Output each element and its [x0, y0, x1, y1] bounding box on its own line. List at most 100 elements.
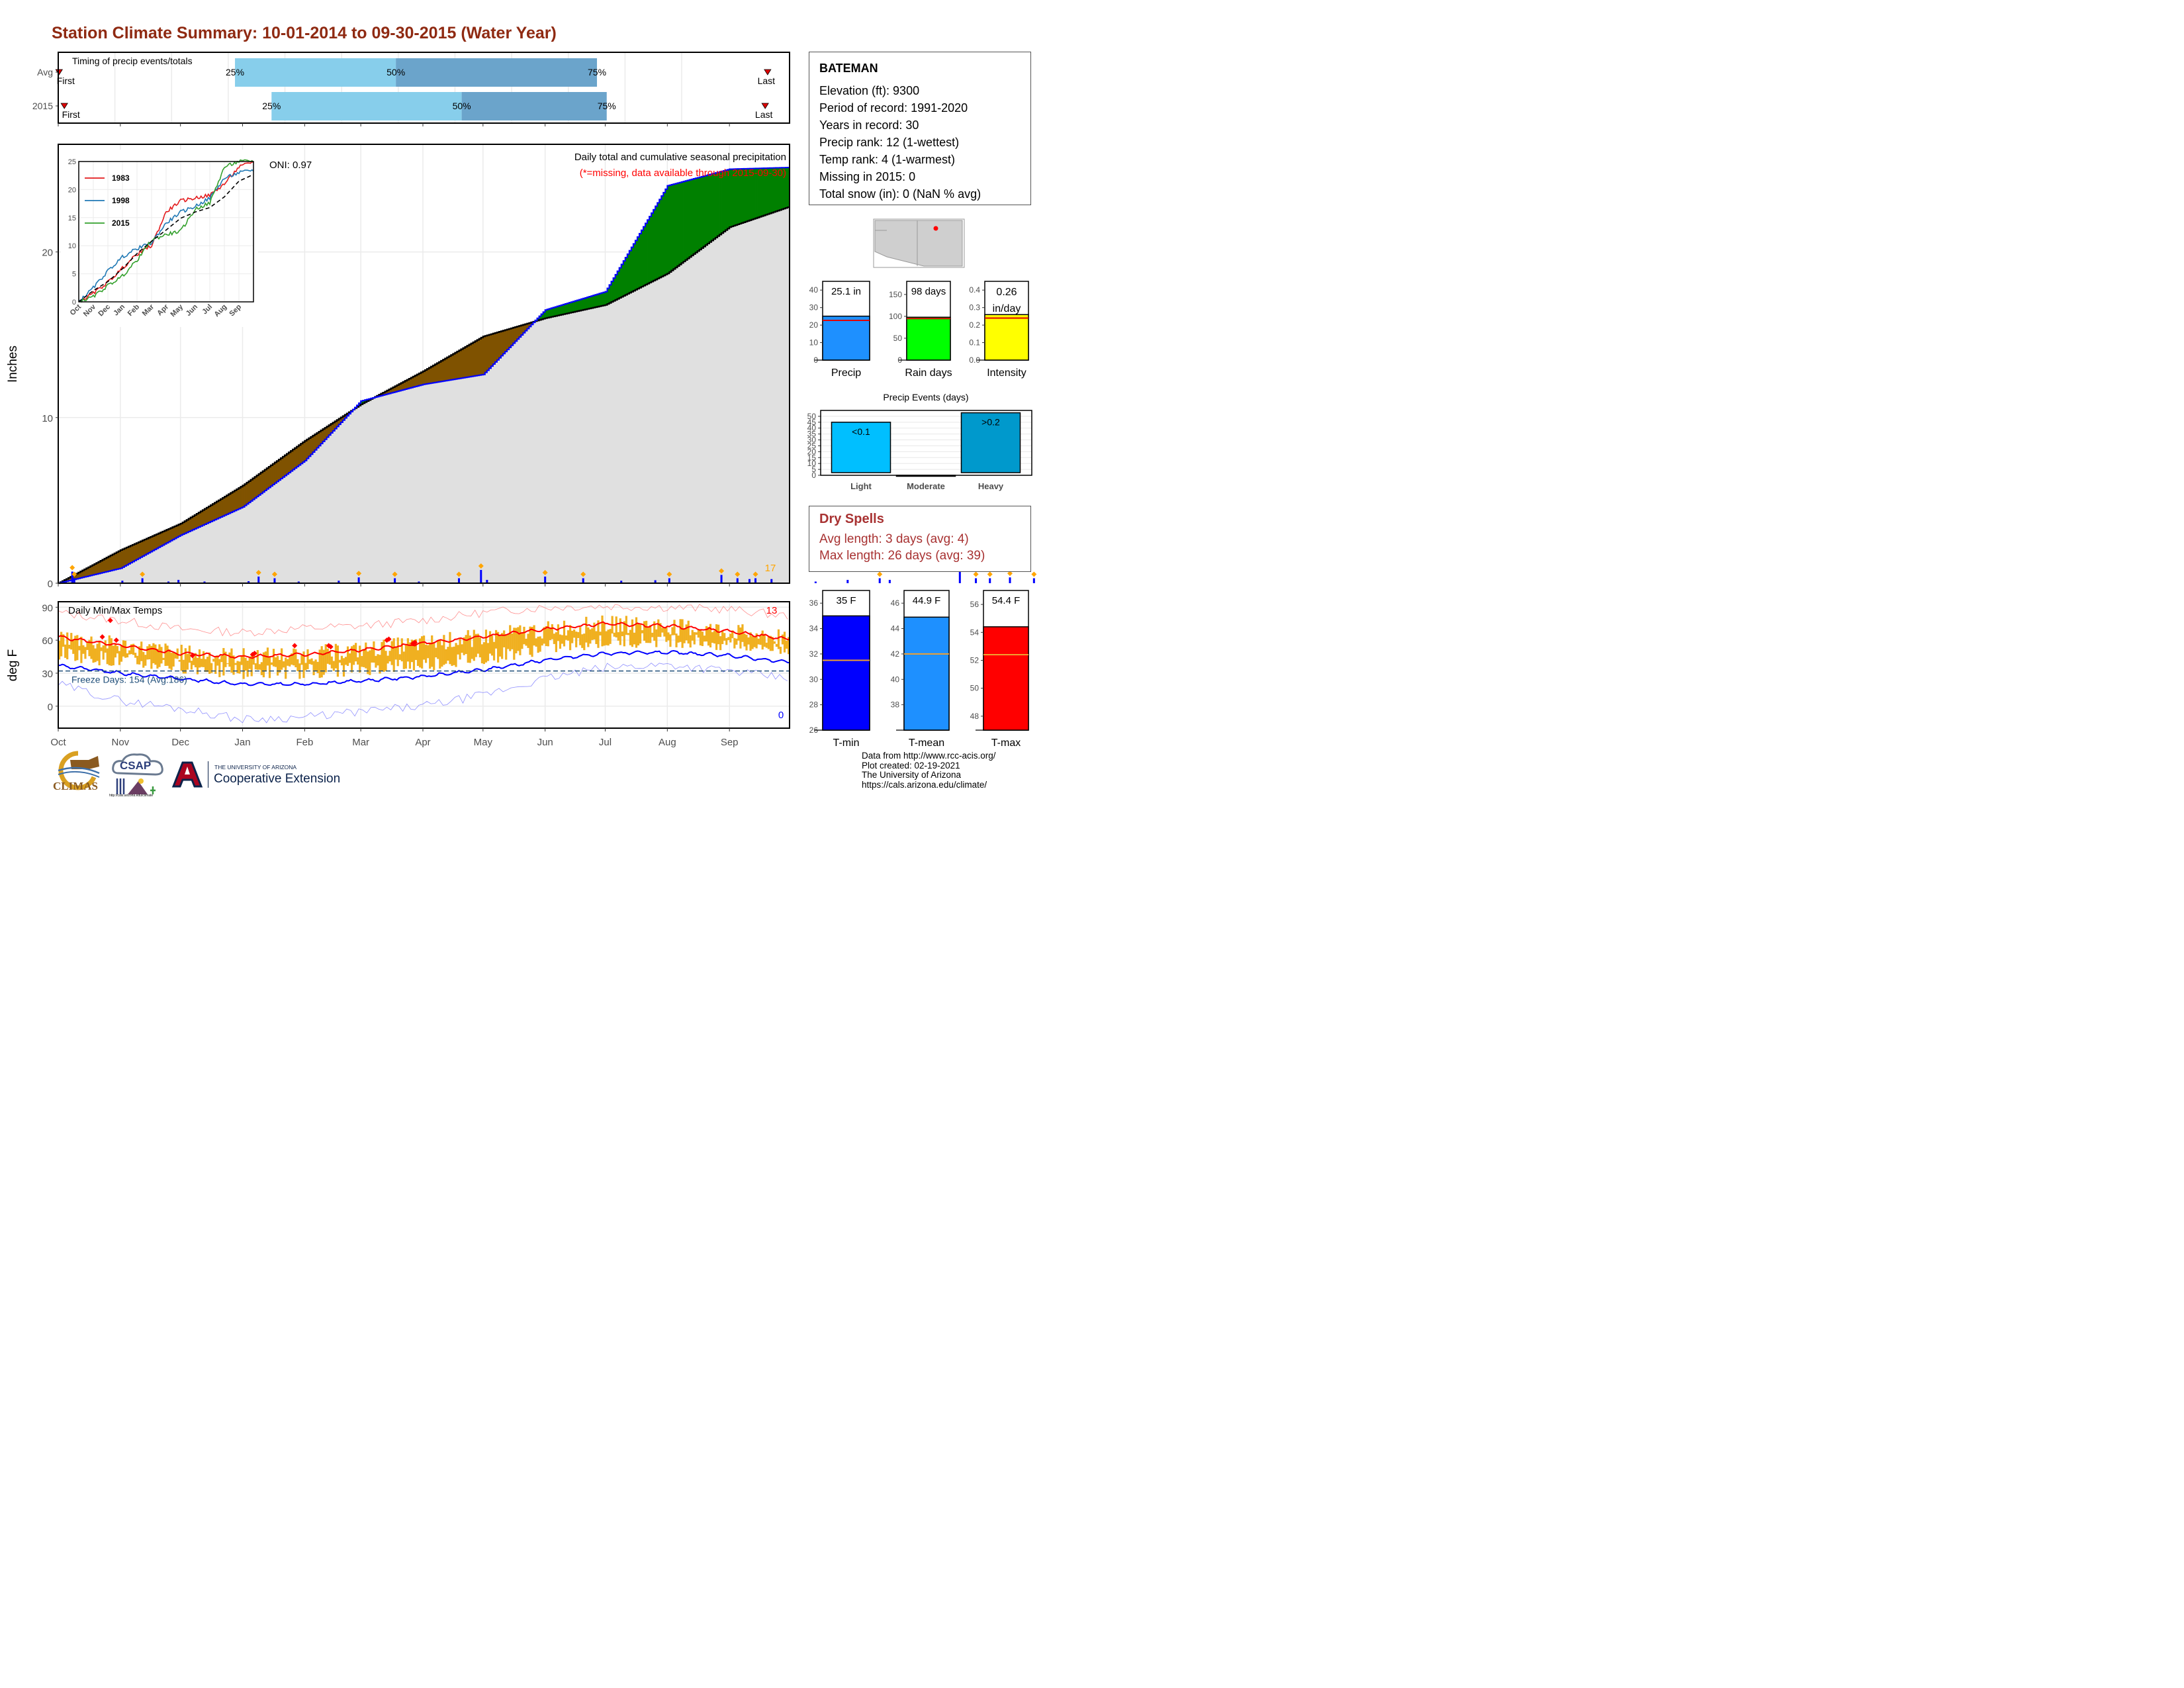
temp-summary-bar: [903, 616, 950, 731]
surplus-segment: [639, 233, 642, 288]
surplus-segment: [677, 183, 680, 266]
surplus-segment: [627, 254, 630, 294]
daily-temp-range-bar: [647, 628, 650, 643]
surplus-segment: [563, 304, 566, 314]
temp-summary: 26 28 30 32 34 36 T-min 35 F 38 40 42 44 46 T-mean 44.…: [809, 590, 1029, 749]
surplus-segment: [541, 314, 544, 320]
daily-temp-range-bar: [188, 645, 191, 663]
daily-temp-range-bar: [519, 625, 522, 655]
daily-temp-range-bar: [367, 651, 369, 675]
daily-temp-range-bar: [749, 632, 752, 651]
daily-precip-marker: [987, 571, 993, 577]
deficit-segment: [433, 365, 435, 383]
surplus-segment: [613, 278, 616, 301]
deficit-segment: [449, 355, 451, 381]
precip-frame: [58, 144, 790, 584]
deficit-segment: [124, 548, 127, 567]
deficit-segment: [289, 452, 291, 473]
surplus-segment: [757, 168, 760, 218]
daily-temp-range-bar: [671, 627, 674, 635]
deficit-segment: [443, 359, 445, 381]
daily-precip-bar: [668, 578, 670, 583]
daily-temp-range-bar: [467, 630, 469, 663]
daily-temp-range-bar: [529, 626, 531, 655]
inset-line-1998: [78, 169, 254, 303]
daily-temp-range-bar: [250, 655, 253, 677]
deficit-segment: [200, 511, 203, 526]
daily-temp-range-bar: [737, 625, 740, 641]
deficit-segment: [154, 535, 157, 550]
daily-temp-range-bar: [525, 638, 527, 646]
daily-temp-range-bar: [252, 653, 255, 665]
daily-temp-range-bar: [240, 656, 243, 665]
daily-temp-range-bar: [116, 646, 118, 654]
daily-temp-range-bar: [316, 661, 319, 673]
deficit-segment: [300, 444, 303, 464]
daily-temp-range-bar: [581, 634, 584, 648]
surplus-segment: [585, 297, 588, 310]
record-high-marker: [292, 643, 298, 649]
timing-last-marker: [764, 69, 772, 75]
record-high-marker: [386, 636, 392, 642]
deficit-segment: [88, 567, 91, 577]
daily-temp-range-bar: [637, 623, 640, 646]
daily-precip-bar: [121, 581, 124, 583]
deficit-segment: [332, 422, 336, 431]
deficit-segment: [492, 333, 496, 365]
daily-temp-range-bar: [457, 645, 459, 655]
surplus-segment: [557, 306, 560, 316]
daily-temp-range-bar: [310, 658, 313, 665]
daily-temp-range-bar: [663, 628, 666, 637]
deficit-segment: [381, 393, 383, 396]
timing-label-50: 50%: [387, 67, 405, 77]
daily-temp-range-bar: [272, 649, 275, 667]
deficit-segment: [390, 388, 393, 393]
surplus-segment: [575, 301, 578, 312]
daily-temp-range-bar: [322, 649, 325, 675]
daily-temp-range-bar: [719, 636, 722, 651]
daily-temp-range-bar: [379, 655, 381, 674]
events-bar: [831, 422, 891, 473]
daily-temp-range-bar: [214, 655, 217, 675]
deficit-segment: [252, 478, 255, 500]
surplus-segment: [569, 303, 572, 313]
daily-temp-range-bar: [623, 621, 625, 647]
daily-temp-range-bar: [134, 653, 137, 658]
daily-temp-range-bar: [679, 619, 682, 642]
daily-temp-range-bar: [281, 648, 283, 670]
daily-temp-range-bar: [283, 661, 285, 668]
record-high-marker: [189, 653, 195, 659]
deficit-segment: [287, 453, 289, 475]
daily-temp-range-bar: [289, 655, 291, 667]
deficit-segment: [126, 547, 129, 565]
daily-precip-bar: [582, 578, 584, 583]
deficit-segment: [490, 334, 494, 367]
deficit-segment: [256, 475, 259, 497]
surplus-segment: [771, 167, 774, 213]
daily-temp-range-bar: [769, 635, 772, 651]
daily-precip-marker: [1031, 571, 1037, 577]
temp-summary-y-tick-label: 46: [891, 598, 900, 608]
temps-y-label: deg F: [6, 649, 20, 682]
daily-precip-bar: [736, 578, 739, 583]
daily-temp-range-bar: [655, 629, 658, 647]
deficit-segment: [268, 467, 271, 488]
daily-temp-range-bar: [404, 645, 407, 669]
daily-temp-range-bar: [202, 651, 205, 667]
events-frame: [820, 410, 1032, 476]
daily-temp-range-bar: [94, 648, 97, 663]
surplus-segment: [549, 308, 552, 318]
daily-temp-range-bar: [753, 637, 756, 647]
events-y-tick-label: 0: [811, 471, 816, 480]
daily-temp-range-bar: [296, 659, 299, 672]
deficit-segment: [262, 471, 265, 492]
surplus-segment: [553, 307, 556, 317]
deficit-segment: [148, 538, 151, 553]
daily-temp-range-bar: [537, 636, 539, 653]
daily-temp-range-bar: [76, 635, 79, 661]
daily-temp-range-bar: [256, 650, 259, 670]
daily-temp-range-bar: [64, 644, 67, 658]
daily-temp-range-bar: [388, 651, 391, 662]
surplus-segment: [683, 181, 686, 262]
timing-label-50: 50%: [453, 101, 471, 111]
